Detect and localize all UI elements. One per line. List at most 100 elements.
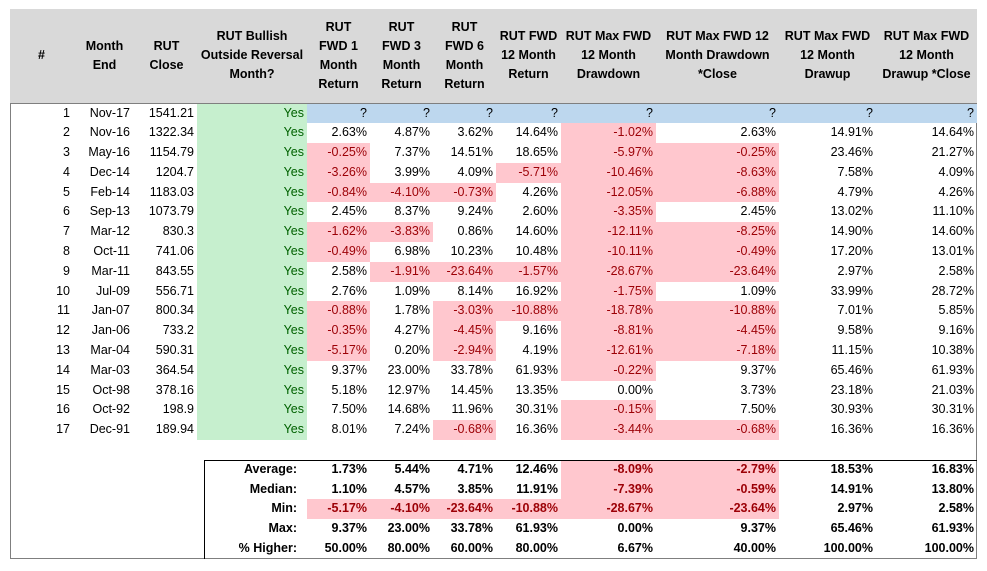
table-row: 16 Oct-92 198.9 Yes 7.50% 14.68% 11.96% 30.31% -…	[10, 400, 977, 421]
return-cell: -10.46%	[561, 162, 656, 183]
stats-value: -8.09%	[561, 459, 656, 480]
stats-blank	[10, 480, 197, 500]
reversal-flag-cell: Yes	[197, 281, 307, 302]
return-cell: 23.46%	[830, 145, 873, 160]
row-index: 12	[56, 323, 70, 338]
return-cell: 11.15%	[831, 343, 873, 358]
rut-close-cell: 364.54	[155, 362, 194, 377]
return-cell: -18.78%	[561, 301, 656, 322]
return-cell: 0.86%	[457, 224, 493, 239]
return-cell: 1.09%	[740, 283, 776, 298]
stats-value: -4.10%	[370, 499, 433, 520]
month-end-cell: Oct-92	[92, 402, 130, 417]
rut-close-cell: 1073.79	[148, 204, 194, 219]
return-cell: 10.48%	[515, 244, 558, 259]
return-cell: -1.91%	[370, 261, 433, 282]
header-max-drawdown: RUT Max FWD 12 Month Drawdown	[561, 9, 656, 104]
stats-label: Max:	[268, 521, 297, 536]
row-index: 5	[63, 184, 70, 199]
header-row: # Month End RUT Close RUT Bullish Outsid…	[10, 9, 977, 104]
month-end-cell: Jul-09	[95, 283, 130, 298]
return-cell: ?	[561, 103, 656, 124]
return-cell: 2.63%	[331, 125, 367, 140]
stats-value: 61.93%	[931, 521, 974, 536]
row-index: 13	[56, 343, 70, 358]
table-row: 4 Dec-14 1204.7 Yes -3.26% 3.99% 4.09% -5.71% -1…	[10, 162, 977, 183]
stats-value: -10.88%	[496, 499, 561, 520]
stats-value: 13.80%	[931, 481, 974, 496]
return-cell: 17.20%	[830, 244, 873, 259]
stats-label: Median:	[249, 481, 297, 496]
stats-value: 11.91%	[516, 481, 558, 496]
stats-value: 16.83%	[931, 461, 974, 476]
return-cell: 11.10%	[932, 204, 974, 219]
return-cell: -1.75%	[561, 281, 656, 302]
return-cell: 4.19%	[522, 343, 558, 358]
return-cell: -3.35%	[561, 202, 656, 223]
rut-close-cell: 556.71	[155, 283, 194, 298]
month-end-cell: Dec-91	[89, 422, 130, 437]
stats-label: Average:	[243, 461, 297, 476]
return-cell: 8.01%	[331, 422, 367, 437]
reversal-flag-cell: Yes	[197, 301, 307, 322]
return-cell: 4.09%	[938, 164, 974, 179]
rut-close-cell: 741.06	[155, 244, 194, 259]
stats-row: Min: -5.17% -4.10% -23.64% -10.88% -28.67% -23…	[10, 499, 977, 520]
return-cell: 14.91%	[830, 125, 873, 140]
stats-value: 4.71%	[457, 461, 493, 476]
row-index: 8	[63, 244, 70, 259]
return-cell: -3.03%	[433, 301, 496, 322]
return-cell: -5.97%	[561, 143, 656, 163]
return-cell: -0.68%	[433, 420, 496, 441]
return-cell: 7.50%	[331, 402, 367, 417]
rut-close-cell: 1541.21	[148, 105, 194, 120]
return-cell: 16.36%	[830, 422, 873, 437]
month-end-cell: Oct-11	[93, 244, 130, 259]
stats-value: 33.78%	[450, 521, 493, 536]
stats-value: 4.57%	[394, 481, 430, 496]
rut-close-cell: 1154.79	[149, 145, 194, 160]
return-cell: 14.64%	[515, 125, 558, 140]
rut-close-cell: 1204.7	[155, 164, 194, 179]
return-cell: 3.73%	[740, 382, 776, 397]
return-cell: -0.22%	[561, 360, 656, 381]
return-cell: 9.37%	[740, 362, 776, 377]
return-cell: 3.62%	[457, 125, 493, 140]
reversal-flag-cell: Yes	[197, 202, 307, 223]
return-cell: 0.20%	[394, 343, 430, 358]
return-cell: 2.58%	[938, 263, 974, 278]
stats-value: 1.73%	[331, 461, 367, 476]
month-end-cell: Oct-98	[92, 382, 130, 397]
stats-value: -23.64%	[433, 499, 496, 520]
stats-value: -7.39%	[561, 479, 656, 500]
return-cell: 7.24%	[394, 422, 430, 437]
stats-value: 2.97%	[837, 501, 873, 516]
stats-value: -0.59%	[656, 479, 779, 500]
return-cell: ?	[307, 103, 370, 124]
rut-close-cell: 590.31	[155, 343, 194, 358]
rut-close-cell: 1322.34	[148, 125, 194, 140]
return-cell: 2.60%	[522, 204, 558, 219]
return-cell: 2.63%	[740, 125, 776, 140]
reversal-flag-cell: Yes	[197, 261, 307, 282]
reversal-flag-cell: Yes	[197, 162, 307, 183]
return-cell: 2.45%	[331, 204, 367, 219]
reversal-flag-cell: Yes	[197, 182, 307, 203]
month-end-cell: Feb-14	[90, 184, 130, 199]
return-cell: -4.45%	[433, 321, 496, 342]
stats-value: -28.67%	[561, 499, 656, 520]
table-row: 1 Nov-17 1541.21 Yes????????	[10, 103, 977, 124]
return-cell: 9.24%	[457, 204, 493, 219]
stats-label: Min:	[271, 501, 297, 516]
stats-value: -5.17%	[307, 499, 370, 520]
table-row: 2 Nov-16 1322.34 Yes 2.63% 4.87% 3.62% 14.64% -1…	[10, 123, 977, 144]
return-cell: -12.61%	[561, 341, 656, 361]
return-cell: 8.14%	[457, 283, 493, 298]
return-cell: -0.25%	[656, 143, 779, 163]
return-cell: 14.60%	[515, 224, 558, 239]
rut-close-cell: 198.9	[162, 402, 194, 417]
reversal-flag-cell: Yes	[197, 400, 307, 421]
return-cell: 4.26%	[522, 184, 558, 199]
stats-value: -2.79%	[656, 459, 779, 480]
stats-row: Average: 1.73% 5.44% 4.71% 12.46% -8.09% -2.79…	[10, 459, 977, 480]
